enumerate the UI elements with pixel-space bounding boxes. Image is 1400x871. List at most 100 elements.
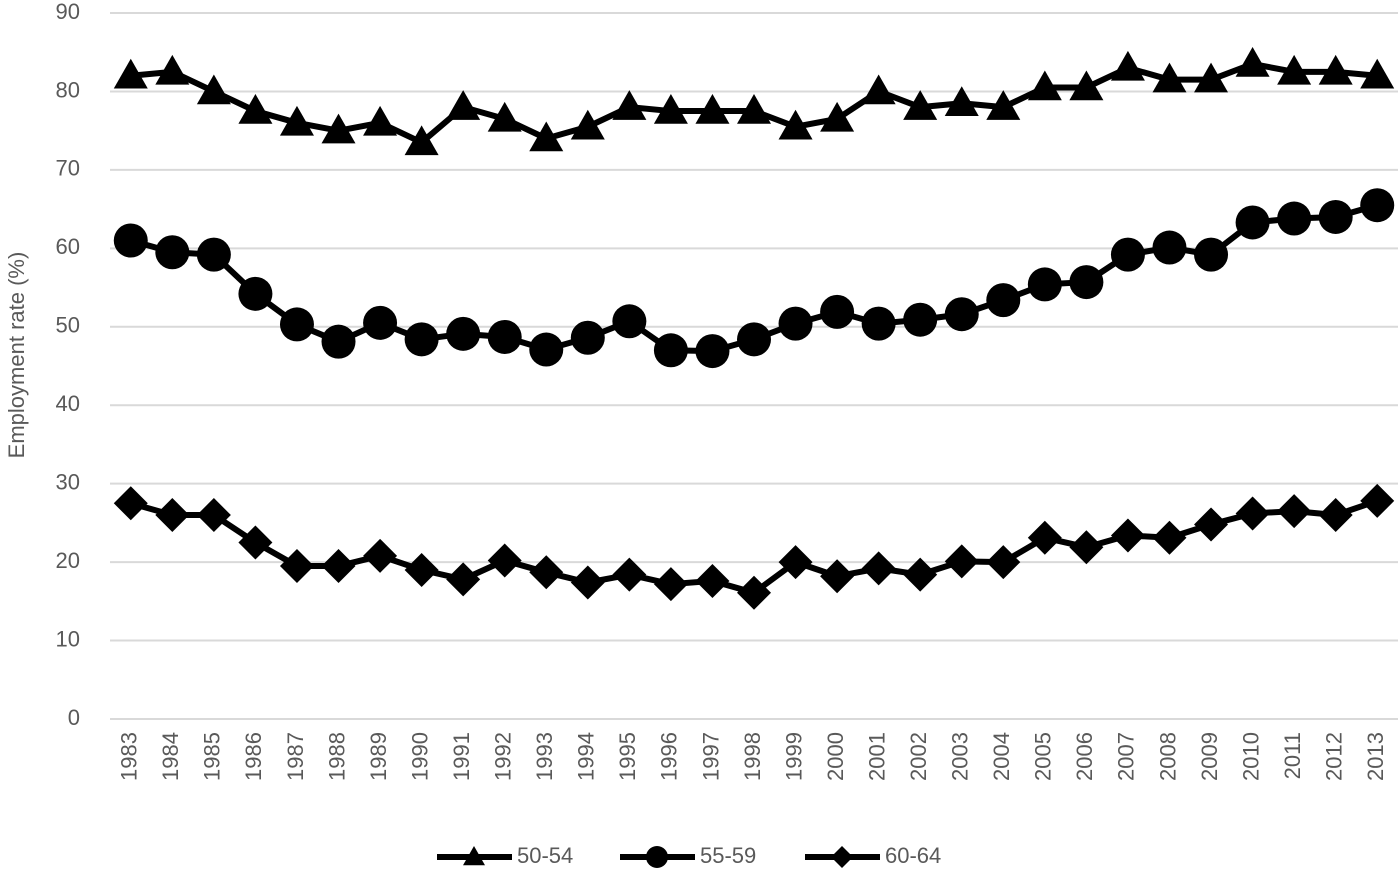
marker: [1110, 518, 1145, 553]
x-tick-label: 2003: [948, 732, 973, 781]
x-tick-label: 2000: [823, 732, 848, 781]
y-tick-label: 50: [56, 313, 80, 338]
marker: [1110, 50, 1145, 81]
legend-marker: [463, 846, 485, 866]
marker: [1235, 205, 1270, 240]
marker: [695, 563, 730, 598]
legend-label: 55-59: [700, 843, 756, 868]
legend-label: 60-64: [885, 843, 941, 868]
marker: [487, 101, 522, 132]
x-tick-label: 1988: [324, 732, 349, 781]
marker: [1027, 70, 1062, 101]
marker: [861, 74, 896, 105]
marker: [778, 306, 813, 341]
marker: [196, 74, 231, 105]
marker: [1277, 54, 1312, 85]
x-tick-label: 2009: [1197, 732, 1222, 781]
marker: [653, 567, 688, 602]
marker: [820, 101, 855, 132]
marker: [695, 334, 730, 369]
marker: [1360, 188, 1395, 223]
marker: [1360, 483, 1395, 518]
marker: [1318, 54, 1353, 85]
marker: [1152, 230, 1187, 265]
y-tick-label: 60: [56, 234, 80, 259]
x-tick-label: 1993: [532, 732, 557, 781]
x-tick-label: 2012: [1321, 732, 1346, 781]
x-tick-label: 1987: [283, 732, 308, 781]
marker: [1194, 507, 1229, 542]
marker: [487, 319, 522, 354]
marker: [944, 86, 979, 116]
marker: [1027, 520, 1062, 555]
marker: [653, 94, 688, 124]
y-tick-label: 10: [56, 626, 80, 651]
marker: [238, 276, 273, 311]
x-tick-label: 1991: [449, 732, 474, 781]
marker: [1277, 201, 1312, 236]
marker: [986, 283, 1021, 318]
x-tick-label: 2006: [1072, 732, 1097, 781]
marker: [155, 498, 190, 533]
x-tick-label: 2007: [1114, 732, 1139, 781]
marker: [1318, 199, 1353, 234]
marker: [1194, 237, 1229, 272]
x-tick-label: 1996: [657, 732, 682, 781]
x-tick-label: 2001: [864, 732, 889, 781]
marker: [279, 105, 314, 136]
x-tick-label: 2013: [1363, 732, 1388, 781]
marker: [944, 297, 979, 332]
marker: [487, 543, 522, 578]
marker: [778, 109, 813, 140]
marker: [1235, 46, 1270, 77]
marker: [363, 538, 398, 573]
marker: [155, 235, 190, 270]
marker: [113, 223, 148, 258]
x-tick-label: 1984: [158, 732, 183, 781]
marker: [903, 302, 938, 337]
marker: [1152, 62, 1187, 93]
marker: [1235, 496, 1270, 531]
marker: [238, 94, 273, 124]
marker: [1360, 58, 1395, 89]
x-tick-label: 2010: [1238, 732, 1263, 781]
y-tick-label: 70: [56, 156, 80, 181]
marker: [903, 90, 938, 120]
marker: [446, 562, 481, 597]
legend-marker: [831, 846, 853, 868]
marker: [155, 54, 190, 85]
marker: [279, 307, 314, 342]
x-tick-label: 1990: [407, 732, 432, 781]
x-tick-label: 1983: [117, 732, 142, 781]
x-tick-label: 2002: [906, 732, 931, 781]
marker: [529, 555, 564, 590]
marker: [113, 486, 148, 521]
marker: [238, 525, 273, 560]
marker: [1069, 70, 1104, 101]
y-tick-label: 20: [56, 548, 80, 573]
marker: [321, 549, 356, 584]
x-tick-label: 1995: [615, 732, 640, 781]
x-tick-label: 1999: [781, 732, 806, 781]
marker: [612, 557, 647, 592]
marker: [196, 498, 231, 533]
y-tick-label: 30: [56, 469, 80, 494]
x-tick-label: 1994: [574, 732, 599, 781]
legend-marker: [646, 846, 668, 868]
marker: [113, 58, 148, 89]
marker: [446, 316, 481, 351]
marker: [321, 113, 356, 144]
marker: [986, 545, 1021, 580]
marker: [737, 94, 771, 124]
x-tick-label: 1997: [698, 732, 723, 781]
marker: [446, 90, 481, 120]
marker: [279, 549, 314, 584]
marker: [612, 304, 647, 339]
marker: [778, 545, 813, 580]
marker: [1152, 520, 1187, 555]
marker: [944, 544, 979, 579]
x-tick-label: 2008: [1155, 732, 1180, 781]
x-tick-label: 1998: [740, 732, 765, 781]
marker: [1318, 498, 1353, 533]
